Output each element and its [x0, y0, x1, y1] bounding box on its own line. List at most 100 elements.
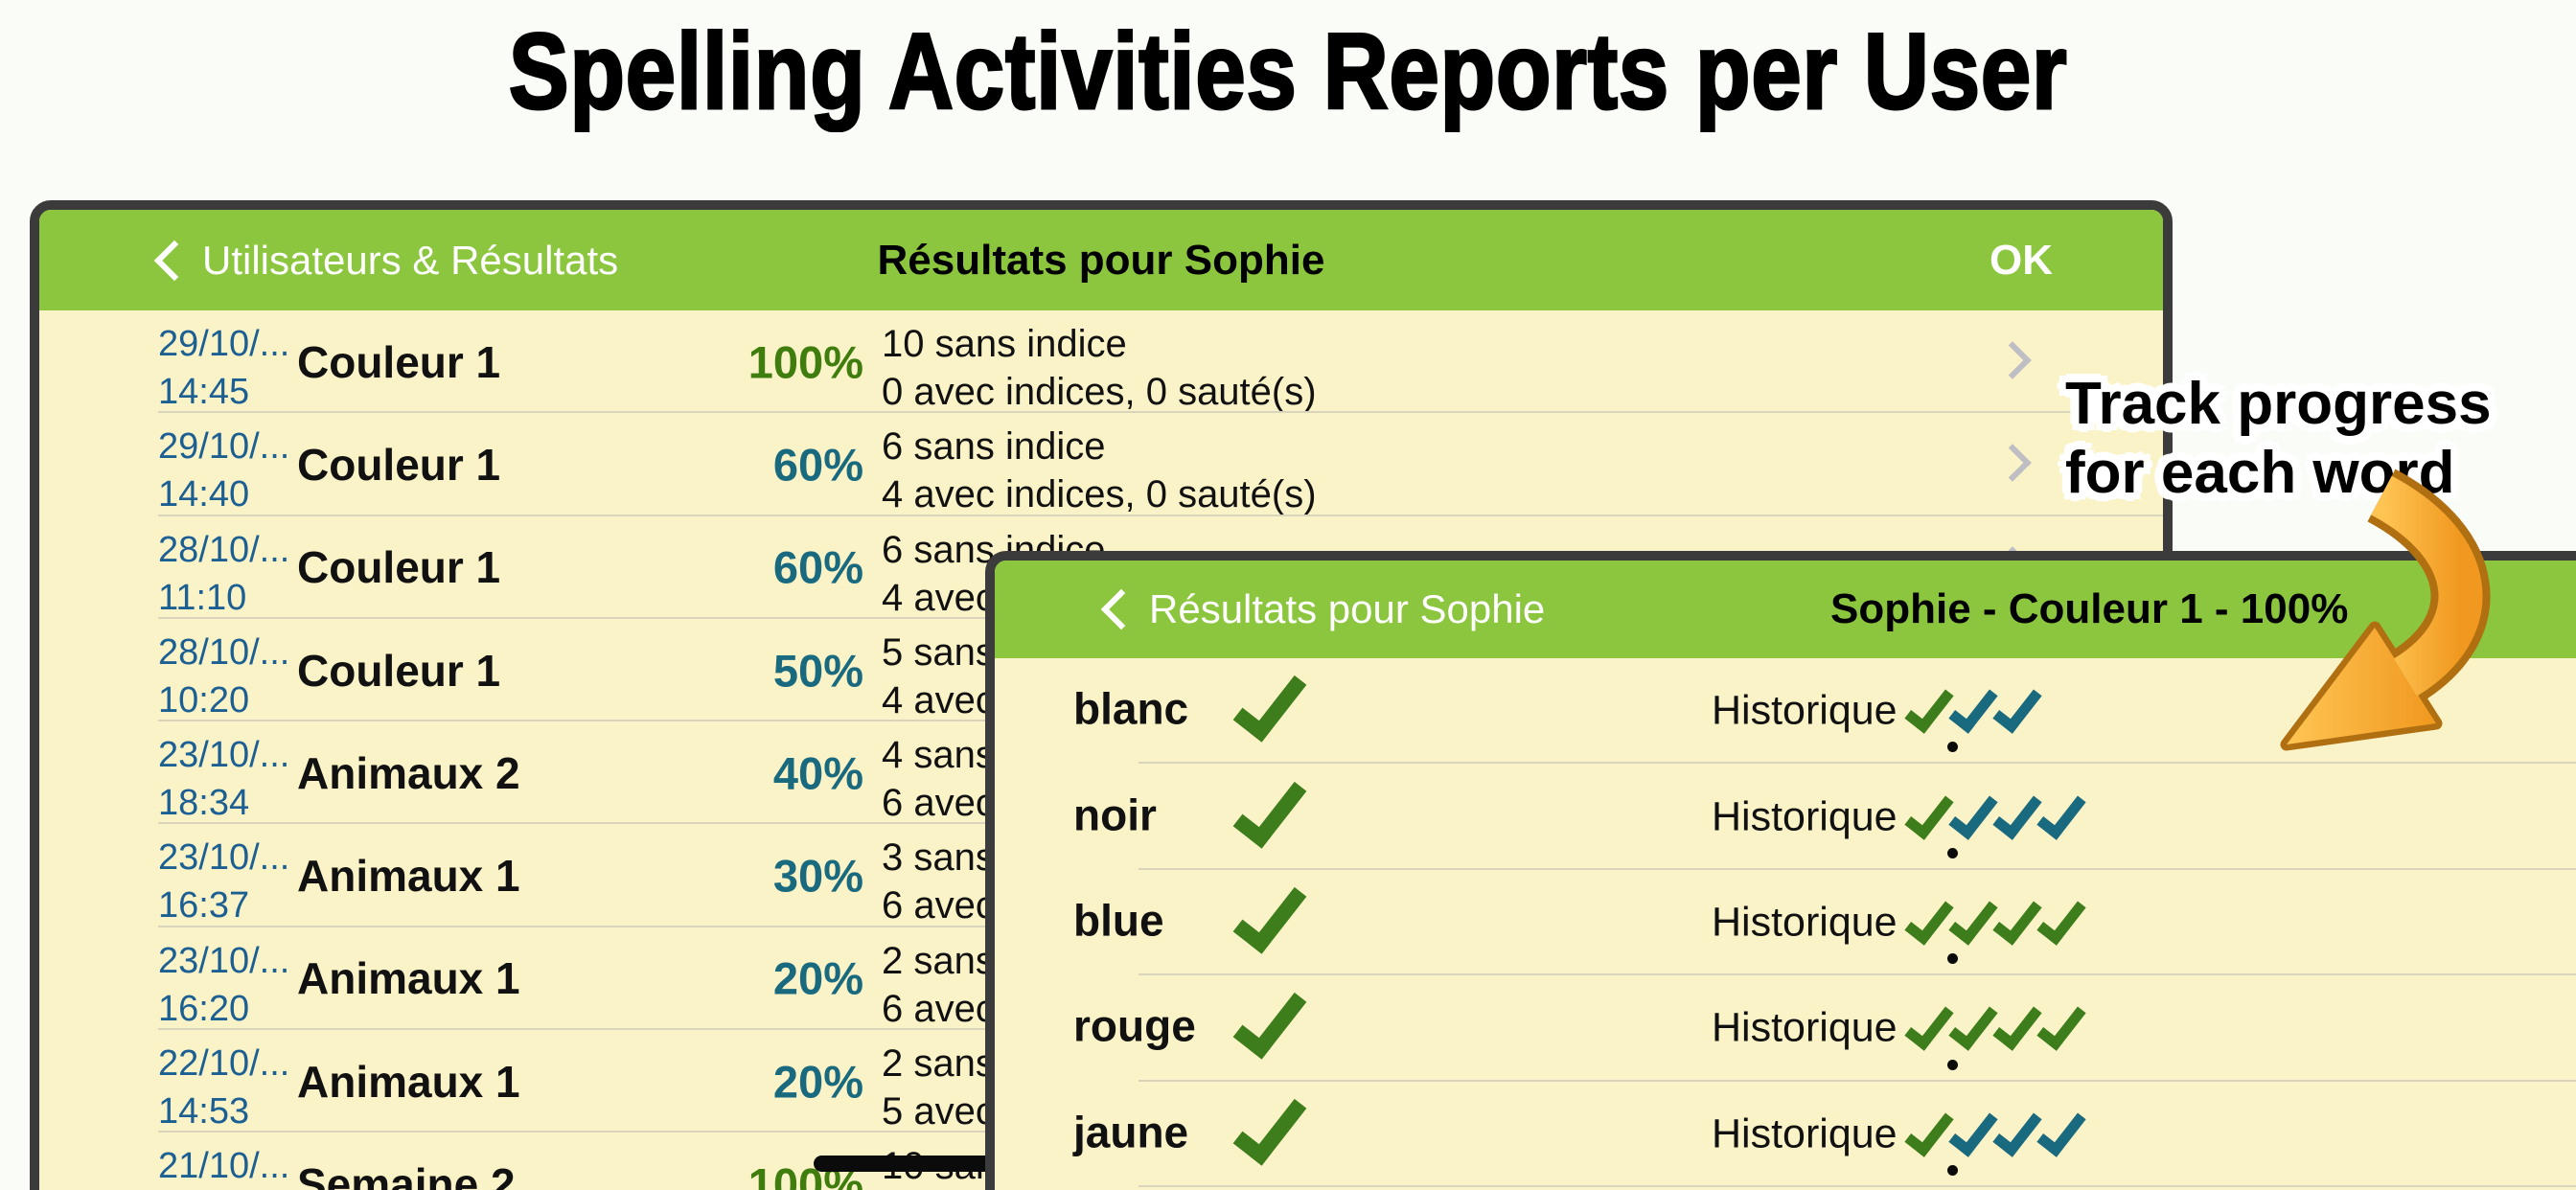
history-check-icon — [1904, 680, 1954, 734]
history-check-icon — [1948, 997, 1998, 1052]
correct-check-icon — [1232, 874, 1307, 954]
session-date: 29/10/... 14:40 — [158, 426, 290, 515]
activity-name: Couleur 1 — [297, 439, 501, 490]
correct-check-icon — [1232, 979, 1307, 1061]
row-separator — [1138, 1184, 2576, 1187]
history-check-icon — [1904, 892, 1954, 946]
result-row[interactable]: 29/10/... 14:45 Couleur 1 100% 10 sans in… — [39, 310, 2163, 414]
chevron-left-icon — [1100, 588, 1142, 630]
session-date: 21/10/... — [158, 1146, 290, 1187]
session-date: 23/10/... 16:37 — [158, 837, 290, 927]
score-value: 20% — [772, 1056, 863, 1108]
activity-name: Semaine 2 — [297, 1159, 516, 1190]
history-check-icon — [1948, 680, 1998, 734]
score-value: 100% — [748, 336, 863, 388]
session-date: 22/10/... 14:53 — [158, 1043, 290, 1133]
session-detail: 5 sans 4 avec — [882, 630, 995, 721]
history-checks — [1904, 786, 2086, 840]
history-check-icon — [1948, 1104, 1998, 1157]
word-row[interactable]: blanc Historique — [995, 658, 2576, 765]
word-history-title: Sophie - Couleur 1 - 100% — [1830, 585, 2349, 632]
results-window-title: Résultats pour Sophie — [877, 236, 1325, 284]
word-list: blanc Historique noir Historique blue Hi… — [995, 658, 2576, 1187]
chevron-right-icon — [1993, 340, 2032, 379]
score-value: 20% — [772, 952, 863, 1004]
page-title: Spelling Activities Reports per User — [0, 10, 2576, 133]
results-list: 29/10/... 14:45 Couleur 1 100% 10 sans in… — [39, 310, 2163, 1190]
correct-check-icon — [1232, 767, 1307, 849]
history-check-icon — [2036, 1104, 2086, 1157]
score-value: 50% — [772, 645, 863, 697]
history-check-icon — [1992, 786, 2042, 840]
row-separator — [1138, 973, 2576, 976]
history-check-icon — [1992, 892, 2042, 946]
back-button[interactable]: Utilisateurs & Résultats — [153, 210, 619, 310]
history-check-icon — [1904, 997, 1954, 1052]
result-row[interactable]: 29/10/... 14:40 Couleur 1 60% 6 sans indi… — [39, 413, 2163, 516]
row-separator — [158, 411, 2163, 414]
history-label: Historique — [1712, 899, 1898, 946]
history-dot-icon — [1947, 1059, 1958, 1070]
word-history-window: Résultats pour Sophie Sophie - Couleur 1… — [985, 551, 2576, 1190]
history-label: Historique — [1712, 687, 1898, 734]
row-separator — [1138, 762, 2576, 765]
history-label: Historique — [1712, 793, 1898, 840]
word-history-navbar: Résultats pour Sophie Sophie - Couleur 1… — [995, 561, 2576, 658]
back-button-label: Résultats pour Sophie — [1149, 586, 1546, 631]
activity-name: Animaux 1 — [297, 1056, 520, 1107]
word-label: blanc — [1073, 683, 1189, 734]
history-label: Historique — [1712, 1110, 1898, 1157]
word-row[interactable]: rouge Historique — [995, 975, 2576, 1082]
session-detail: 3 sans 6 avec — [882, 836, 995, 927]
activity-name: Couleur 1 — [297, 542, 501, 593]
history-check-icon — [1948, 786, 1998, 840]
history-dot-icon — [1947, 1164, 1958, 1176]
ok-button[interactable]: OK — [1990, 210, 2053, 310]
history-check-icon — [1992, 680, 2042, 734]
history-checks — [1904, 892, 2086, 946]
row-separator — [158, 514, 2163, 516]
activity-name: Animaux 1 — [297, 953, 520, 1004]
history-check-icon — [1948, 892, 1998, 946]
word-row[interactable]: jaune Historique — [995, 1082, 2576, 1187]
history-check-icon — [1992, 1104, 2042, 1157]
row-separator — [1138, 1079, 2576, 1082]
history-checks — [1904, 997, 2086, 1052]
session-detail: 2 sans 5 avec — [882, 1042, 995, 1133]
activity-name: Couleur 1 — [297, 336, 501, 387]
correct-check-icon — [1232, 662, 1307, 743]
activity-name: Animaux 1 — [297, 851, 520, 902]
correct-check-icon — [1232, 1086, 1307, 1166]
page-title-text: Spelling Activities Reports per User — [507, 11, 2068, 133]
word-label: blue — [1073, 895, 1164, 946]
score-value: 60% — [772, 541, 863, 593]
history-dot-icon — [1947, 742, 1958, 753]
word-label: rouge — [1073, 1000, 1196, 1051]
back-button-label: Utilisateurs & Résultats — [202, 237, 619, 283]
session-date: 23/10/... 16:20 — [158, 940, 290, 1029]
annotation-line1: Track progress — [2065, 371, 2492, 437]
session-date: 28/10/... 10:20 — [158, 631, 290, 721]
history-check-icon — [1904, 1104, 1954, 1157]
history-dot-icon — [1947, 953, 1958, 965]
history-check-icon — [2036, 786, 2086, 840]
activity-name: Animaux 2 — [297, 747, 520, 798]
session-date: 29/10/... 14:45 — [158, 324, 290, 412]
history-check-icon — [1904, 786, 1954, 840]
history-check-icon — [2036, 892, 2086, 946]
word-row[interactable]: noir Historique — [995, 764, 2576, 870]
result-row[interactable]: 23/10/... 16:20 Animaux 1 20% 2 sans 6 ave… — [39, 927, 2163, 1031]
activity-name: Couleur 1 — [297, 645, 501, 696]
session-detail: 2 sans 6 avec — [882, 939, 995, 1030]
score-value: 60% — [772, 439, 863, 491]
session-detail: 10 sans indice 0 avec indices, 0 sauté(s) — [882, 323, 1317, 413]
back-button[interactable]: Résultats pour Sophie — [1100, 561, 1546, 658]
session-date: 28/10/... 11:10 — [158, 529, 290, 618]
word-row[interactable]: blue Historique — [995, 870, 2576, 976]
history-dot-icon — [1947, 847, 1958, 858]
history-checks — [1904, 1104, 2086, 1157]
chevron-right-icon — [1993, 444, 2032, 482]
score-value: 30% — [772, 850, 863, 902]
word-label: noir — [1073, 789, 1157, 839]
